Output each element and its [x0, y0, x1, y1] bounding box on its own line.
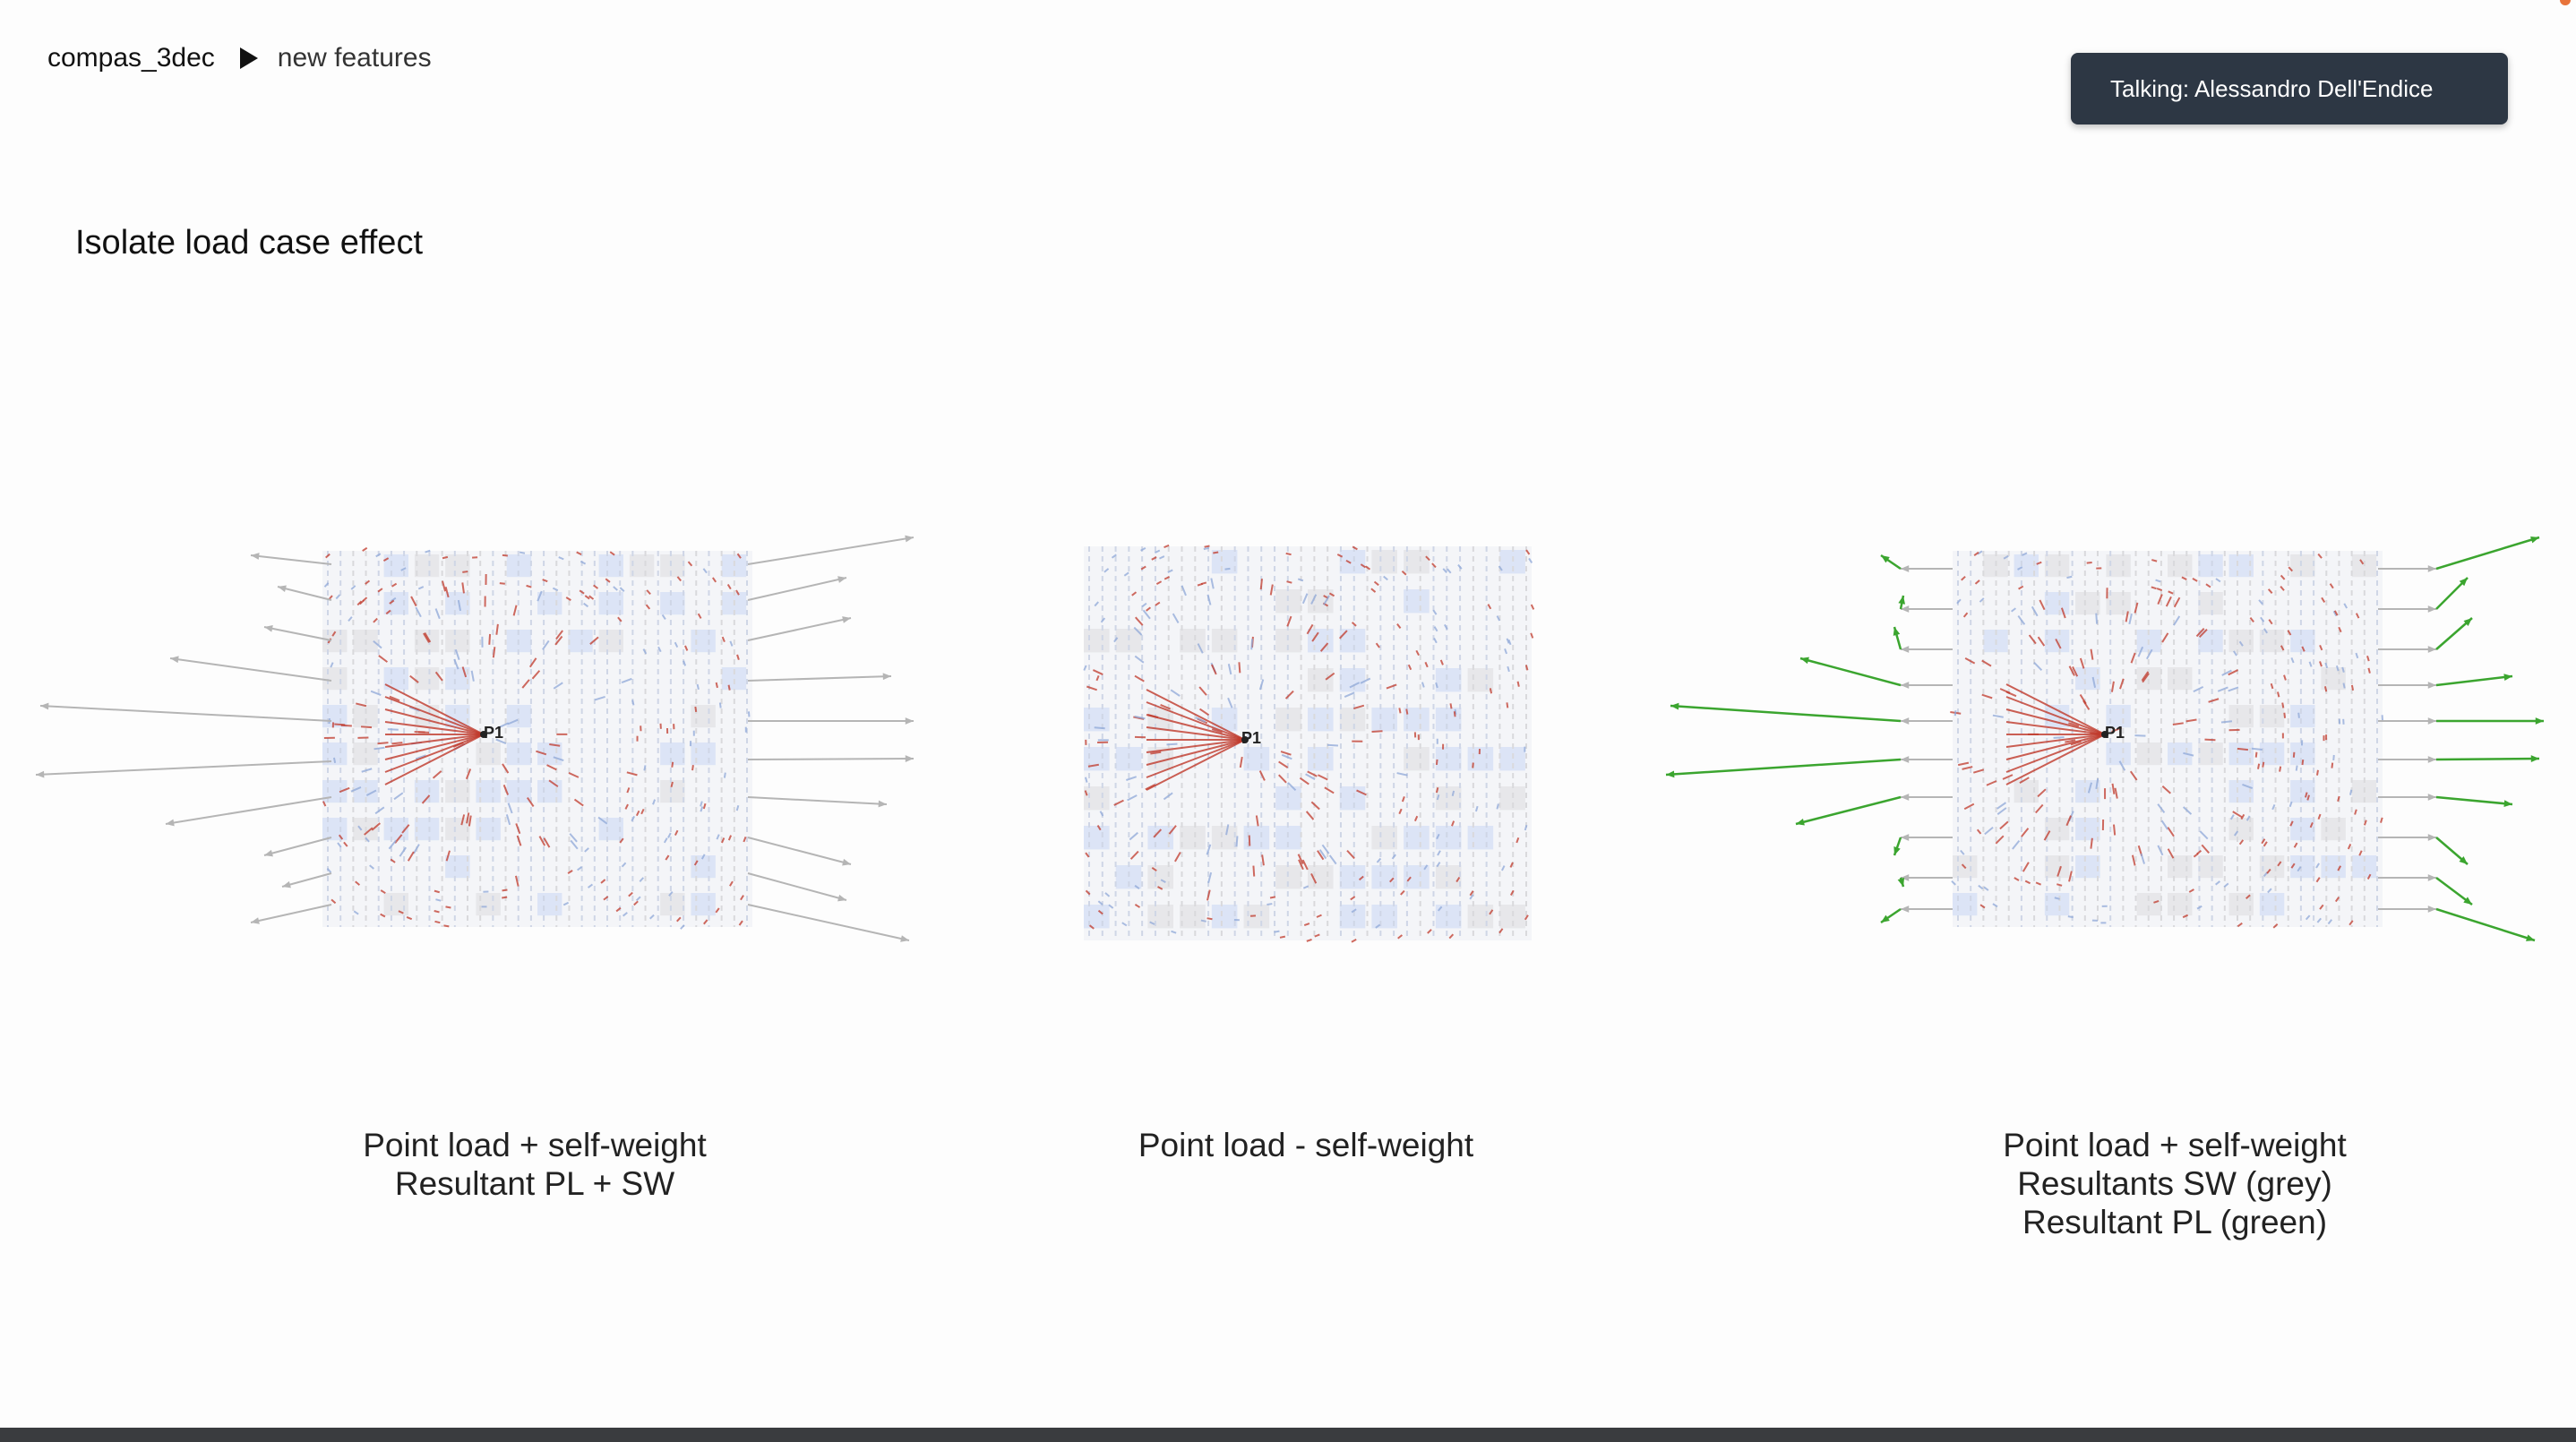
status-dot: [2560, 0, 2571, 5]
breadcrumb: compas_3dec new features: [47, 43, 432, 73]
breadcrumb-root[interactable]: compas_3dec: [47, 43, 215, 73]
figure-point-load-plus-self-weight: P1: [35, 535, 914, 942]
caption-panel-2: Point load - self-weight: [992, 1126, 1619, 1164]
play-triangle-icon: [239, 47, 258, 69]
talking-indicator: Talking: Alessandro Dell'Endice: [2071, 53, 2508, 124]
caption-line: Resultants SW (grey): [2017, 1165, 2332, 1202]
caption-line: Resultant PL + SW: [394, 1165, 675, 1202]
figure-point-load-minus-self-weight: P1: [1083, 544, 1535, 943]
caption-line: Resultant PL (green): [2022, 1204, 2328, 1240]
load-point-label: P1: [1241, 729, 1261, 747]
breadcrumb-current: new features: [277, 43, 432, 73]
load-point-label: P1: [484, 724, 503, 742]
caption-panel-3: Point load + self-weight Resultants SW (…: [1861, 1126, 2488, 1241]
figure-separated-resultants: P1: [1665, 536, 2544, 942]
bottom-toolbar: [0, 1428, 2576, 1442]
caption-line: Point load - self-weight: [1138, 1127, 1474, 1163]
slide-title: Isolate load case effect: [75, 224, 423, 262]
caption-line: Point load + self-weight: [2003, 1127, 2347, 1163]
load-point-label: P1: [2105, 724, 2125, 742]
caption-line: Point load + self-weight: [363, 1127, 707, 1163]
caption-panel-1: Point load + self-weight Resultant PL + …: [221, 1126, 848, 1203]
talking-label: Talking: Alessandro Dell'Endice: [2110, 74, 2434, 102]
